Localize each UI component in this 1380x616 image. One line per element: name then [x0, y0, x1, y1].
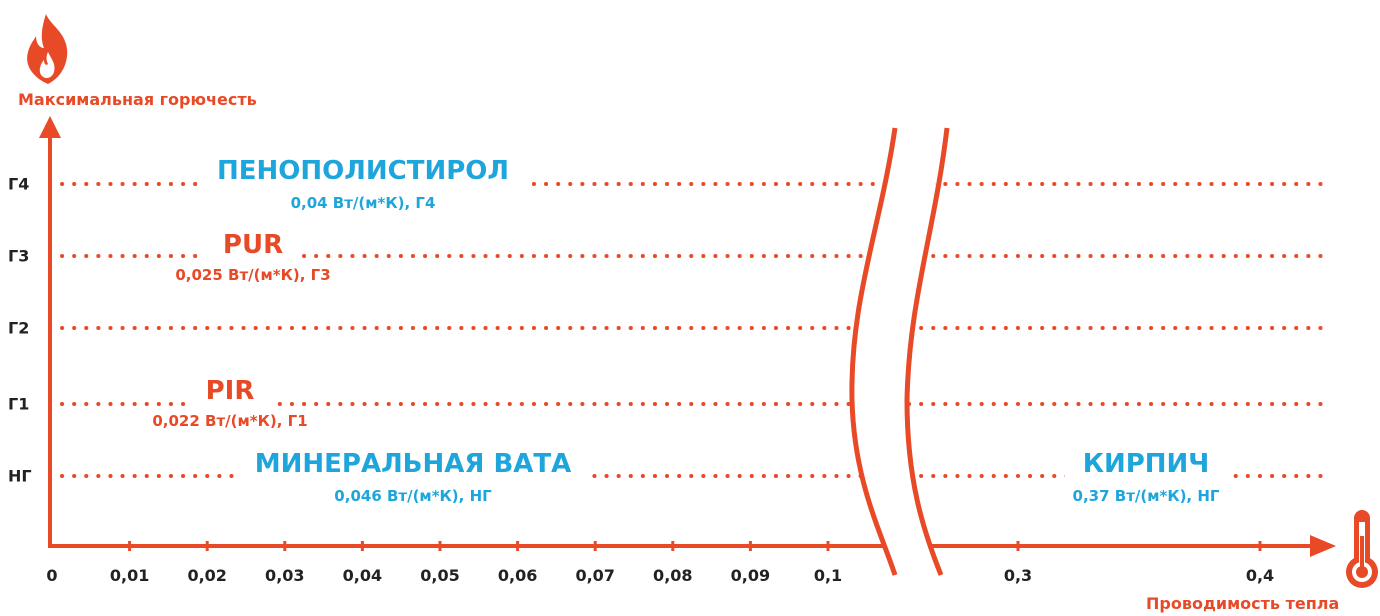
point-name-label: ПЕНОПОЛИСТИРОЛ — [199, 156, 527, 186]
x-tick-label: 0,04 — [342, 566, 383, 585]
axis-break-curve-right — [904, 127, 950, 576]
x-tick-label: 0,01 — [109, 566, 150, 585]
x-tick-marks — [128, 541, 1262, 551]
grid-lines — [60, 182, 1324, 478]
x-tick-label: 0,05 — [420, 566, 460, 585]
x-tick-label: 0,02 — [187, 566, 227, 585]
x-tick-label: 0,3 — [1003, 566, 1033, 585]
y-tick-label: Г2 — [8, 318, 30, 338]
x-tick-label: 0,03 — [265, 566, 305, 585]
x-tick-label: 0,08 — [653, 566, 693, 585]
point-name-label: МИНЕРАЛЬНАЯ ВАТА — [236, 449, 590, 479]
thermometer-icon — [1346, 510, 1378, 588]
point-name-label: PIR — [187, 376, 273, 406]
point-value-label: 0,025 Вт/(м*К), Г3 — [175, 266, 331, 284]
x-tick-label: 0 — [46, 566, 58, 585]
x-tick-label: 0,1 — [813, 566, 843, 585]
y-axis-arrowhead — [39, 116, 61, 138]
axis-break-curve-left — [849, 127, 898, 576]
x-tick-label: 0,4 — [1245, 566, 1275, 585]
flame-icon — [27, 14, 68, 84]
point-name-label: PUR — [204, 230, 302, 260]
point-value-label: 0,022 Вт/(м*К), Г1 — [152, 412, 308, 430]
y-tick-label: Г3 — [8, 246, 30, 266]
x-tick-label: 0,07 — [575, 566, 615, 585]
axes — [39, 116, 1336, 557]
y-tick-label: Г1 — [8, 394, 30, 414]
y-tick-label: НГ — [8, 466, 32, 486]
x-tick-label: 0,09 — [730, 566, 771, 585]
y-tick-label: Г4 — [8, 174, 30, 194]
axis-break — [849, 127, 950, 576]
point-value-label: 0,04 Вт/(м*К), Г4 — [290, 194, 436, 212]
point-name-label: КИРПИЧ — [1064, 449, 1228, 479]
x-axis-arrowhead — [1310, 535, 1336, 557]
point-value-label: 0,046 Вт/(м*К), НГ — [334, 487, 492, 505]
x-axis-title: Проводимость тепла — [1146, 594, 1340, 613]
point-value-label: 0,37 Вт/(м*К), НГ — [1072, 487, 1220, 505]
y-axis-title: Максимальная горючесть — [18, 90, 257, 109]
x-tick-label: 0,06 — [497, 566, 538, 585]
